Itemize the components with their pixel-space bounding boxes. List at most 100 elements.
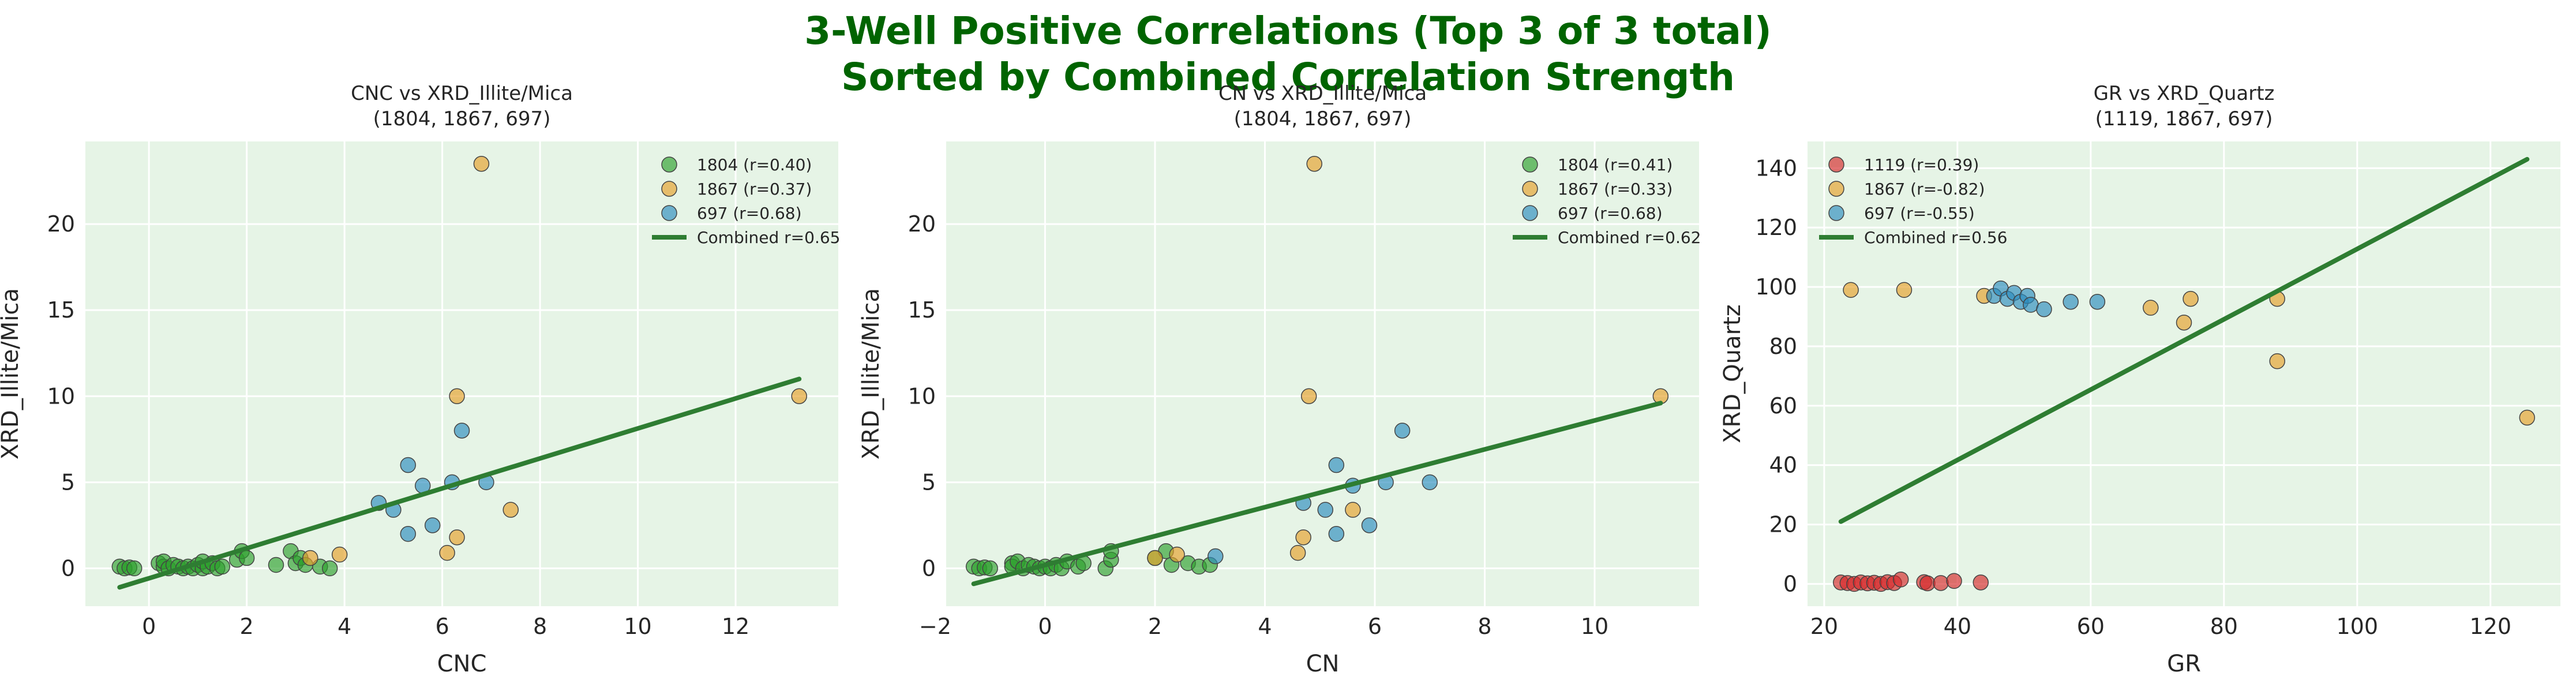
data-point	[400, 457, 417, 473]
x-tick-label: 100	[2336, 614, 2378, 639]
y-tick-label: 0	[61, 555, 75, 581]
y-tick-label: 0	[1783, 571, 1797, 596]
data-point	[1933, 575, 1949, 591]
data-point	[503, 502, 519, 518]
x-tick-label: 4	[1258, 614, 1272, 639]
chart-panel: 0 2 4 6 8 10 12 0 5 10 15 20 CNC XRD_Illite/Mica CNC v…	[0, 82, 840, 677]
data-point	[331, 546, 348, 563]
x-tick-label: 0	[142, 614, 156, 639]
y-tick-label: 15	[47, 297, 75, 323]
x-tick-label: 60	[2077, 614, 2105, 639]
data-point	[424, 517, 441, 533]
x-tick-label: 120	[2469, 614, 2511, 639]
data-point	[400, 526, 417, 542]
legend-label: 697 (r=0.68)	[1558, 204, 1663, 223]
chart-panel: 20 40 60 80 100 120 0 20 40 60 80 100 120 140 GR XRD_Qu…	[1719, 82, 2560, 677]
data-point	[1361, 517, 1378, 533]
data-point	[2063, 294, 2079, 310]
x-tick-label: 20	[1810, 614, 1838, 639]
data-point	[449, 529, 465, 546]
data-point	[1973, 574, 1989, 591]
data-point	[439, 544, 455, 561]
plot-area	[946, 141, 1699, 606]
data-point	[2176, 315, 2192, 331]
chart-title: CNC vs XRD_Illite/Mica	[351, 82, 573, 105]
fit-line	[971, 401, 1663, 587]
data-point	[238, 550, 255, 566]
x-axis-label: GR	[2167, 651, 2201, 677]
y-tick-label: 140	[1755, 155, 1797, 181]
x-tick-label: 2	[240, 614, 254, 639]
chart-subtitle: (1119, 1867, 697)	[2095, 107, 2273, 130]
data-point	[1306, 156, 1322, 172]
data-point	[302, 550, 318, 566]
x-axis-label: CN	[1306, 651, 1340, 677]
data-point	[126, 560, 143, 577]
x-tick-label: −2	[919, 614, 951, 639]
data-point	[473, 156, 490, 172]
data-point	[1946, 573, 1962, 589]
legend-label: 1867 (r=0.37)	[697, 180, 812, 199]
legend-marker	[1828, 205, 1844, 221]
chart-subtitle: (1804, 1867, 697)	[373, 107, 551, 130]
y-tick-label: 20	[908, 211, 936, 237]
data-point	[268, 557, 284, 573]
data-point	[2089, 294, 2106, 310]
legend-marker	[661, 205, 677, 221]
legend-label: 697 (r=-0.55)	[1864, 204, 1975, 223]
y-tick-label: 20	[47, 211, 75, 237]
figure-title: 3-Well Positive Correlations (Top 3 of 3…	[0, 8, 2576, 100]
data-point	[2036, 301, 2052, 318]
data-point	[1328, 526, 1345, 542]
x-tick-label: 4	[338, 614, 351, 639]
y-tick-label: 40	[1769, 453, 1797, 478]
y-tick-label: 100	[1755, 274, 1797, 300]
y-tick-label: 60	[1769, 393, 1797, 419]
data-point	[1295, 529, 1311, 546]
data-point	[449, 388, 465, 405]
figure-title-line2: Sorted by Combined Correlation Strength	[841, 55, 1735, 99]
data-point	[1169, 546, 1185, 563]
y-tick-label: 0	[922, 555, 936, 581]
x-tick-label: 6	[1368, 614, 1382, 639]
data-point	[2143, 300, 2159, 316]
plot-area	[1808, 141, 2560, 606]
x-tick-label: 8	[1478, 614, 1491, 639]
data-point	[1896, 282, 1913, 298]
data-point	[1422, 474, 1438, 491]
x-tick-label: 6	[436, 614, 449, 639]
y-tick-label: 5	[922, 469, 936, 495]
legend-marker	[661, 181, 677, 197]
data-point	[1208, 548, 1224, 565]
legend-label: 1867 (r=-0.82)	[1864, 180, 1985, 199]
legend-label: Combined r=0.56	[1864, 228, 2007, 247]
legend-label: 1804 (r=0.40)	[697, 155, 812, 174]
data-point	[1919, 575, 1936, 592]
data-point	[1300, 388, 1317, 405]
legend-marker	[1828, 156, 1844, 173]
x-tick-label: 2	[1148, 614, 1162, 639]
plot-area	[85, 141, 838, 606]
data-point	[2023, 297, 2039, 313]
data-point	[791, 388, 807, 405]
legend-marker	[1828, 181, 1844, 197]
chart-title: CN vs XRD_Illite/Mica	[1218, 82, 1427, 105]
y-axis-label: XRD_Illite/Mica	[858, 288, 884, 460]
legend: 1804 (r=0.41) 1867 (r=0.33) 697 (r=0.68) Co…	[1513, 155, 1701, 247]
data-point	[1394, 423, 1411, 439]
legend: 1119 (r=0.39) 1867 (r=-0.82) 697 (r=-0.55)…	[1819, 155, 2007, 247]
fit-line	[117, 376, 802, 590]
data-point	[1317, 502, 1334, 518]
chart-subtitle: (1804, 1867, 697)	[1234, 107, 1412, 130]
y-axis-label: XRD_Illite/Mica	[0, 288, 24, 460]
legend-label: 1804 (r=0.41)	[1558, 155, 1673, 174]
legend-marker	[1522, 181, 1538, 197]
y-tick-label: 10	[908, 383, 936, 409]
data-point	[214, 558, 231, 575]
x-tick-label: 10	[1581, 614, 1608, 639]
y-tick-label: 15	[908, 297, 936, 323]
data-point	[321, 560, 338, 577]
legend: 1804 (r=0.40) 1867 (r=0.37) 697 (r=0.68) Co…	[652, 155, 840, 247]
